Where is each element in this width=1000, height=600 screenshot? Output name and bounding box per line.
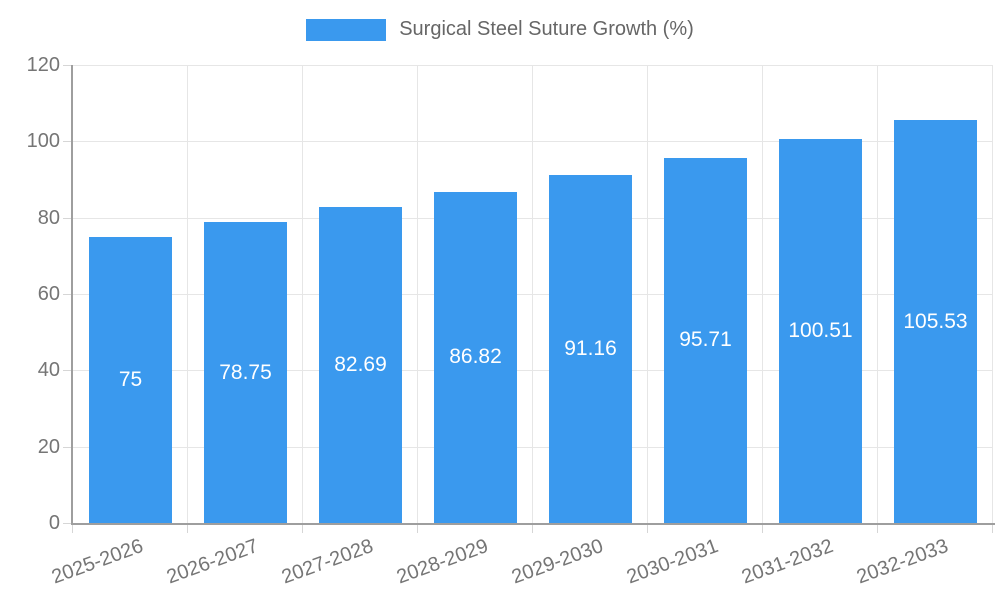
x-tick-label: 2025-2026 (48, 535, 147, 589)
x-tick-label: 2027-2028 (278, 535, 377, 589)
x-gridline (532, 65, 533, 523)
y-tick-label: 40 (37, 359, 60, 382)
bar-2031-2032[interactable]: 100.51 (779, 139, 862, 523)
x-gridline (992, 65, 993, 523)
y-tick-mark (63, 523, 71, 524)
bar-2029-2030[interactable]: 91.16 (549, 175, 632, 523)
y-tick-label: 100 (26, 130, 60, 153)
x-tick-label: 2029-2030 (508, 535, 607, 589)
x-tick-label: 2028-2029 (393, 535, 492, 589)
x-gridline (187, 65, 188, 523)
bar-value-label: 82.69 (334, 353, 387, 377)
y-tick-label: 60 (37, 283, 60, 305)
y-tick-label: 20 (37, 435, 60, 458)
bar-2026-2027[interactable]: 78.75 (204, 222, 287, 523)
x-tick-mark (762, 525, 763, 533)
x-tick-label: 2031-2032 (738, 535, 837, 589)
x-tick-mark (302, 525, 303, 533)
legend-label: Surgical Steel Suture Growth (%) (399, 18, 694, 40)
legend-item[interactable]: Surgical Steel Suture Growth (%) (0, 18, 1000, 41)
y-tick-label: 80 (37, 206, 60, 229)
x-tick-mark (532, 525, 533, 533)
bar-value-label: 91.16 (564, 337, 617, 361)
bar-2025-2026[interactable]: 75 (89, 236, 172, 523)
x-gridline (762, 65, 763, 523)
y-gridline (73, 217, 993, 219)
y-tick-label: 0 (48, 512, 60, 534)
y-tick-mark (63, 370, 71, 372)
y-tick-mark (63, 65, 71, 66)
bar-value-label: 100.51 (788, 319, 853, 343)
bar-value-label: 75 (118, 367, 143, 391)
y-tick-mark (63, 446, 71, 448)
x-tick-mark (72, 525, 73, 533)
x-axis-line (71, 523, 995, 525)
x-tick-mark (187, 525, 188, 533)
x-tick-mark (647, 525, 648, 533)
plot-area: 0 20 40 60 80 100 120 75 78.75 82.69 86.82 91.16 95.… (27, 54, 995, 588)
y-gridline (73, 65, 993, 66)
x-tick-mark (417, 525, 418, 533)
x-tick-label: 2030-2031 (623, 535, 722, 589)
bar-2032-2033[interactable]: 105.53 (894, 120, 977, 523)
y-gridline (73, 446, 993, 448)
x-tick-mark (992, 525, 993, 533)
bar-value-label: 78.75 (219, 360, 272, 384)
x-tick-label: 2032-2033 (853, 535, 952, 589)
y-tick-label: 120 (26, 54, 60, 76)
legend-swatch (306, 18, 387, 41)
y-gridline (73, 370, 993, 372)
x-gridline (647, 65, 648, 523)
bar-value-label: 105.53 (903, 309, 968, 333)
y-tick-mark (63, 141, 71, 143)
x-gridline (417, 65, 418, 523)
bar-2028-2029[interactable]: 86.82 (434, 191, 517, 523)
x-tick-label: 2026-2027 (163, 535, 262, 589)
y-gridline (73, 294, 993, 295)
bar-2030-2031[interactable]: 95.71 (664, 157, 747, 523)
y-tick-mark (63, 217, 71, 219)
y-gridline (73, 141, 993, 143)
x-gridline (302, 65, 303, 523)
x-tick-mark (877, 525, 878, 533)
bar-value-label: 86.82 (449, 345, 502, 369)
bar-2027-2028[interactable]: 82.69 (319, 207, 402, 523)
bar-value-label: 95.71 (679, 328, 732, 352)
y-tick-mark (63, 294, 71, 295)
x-gridline (877, 65, 878, 523)
y-axis-line (71, 65, 73, 525)
